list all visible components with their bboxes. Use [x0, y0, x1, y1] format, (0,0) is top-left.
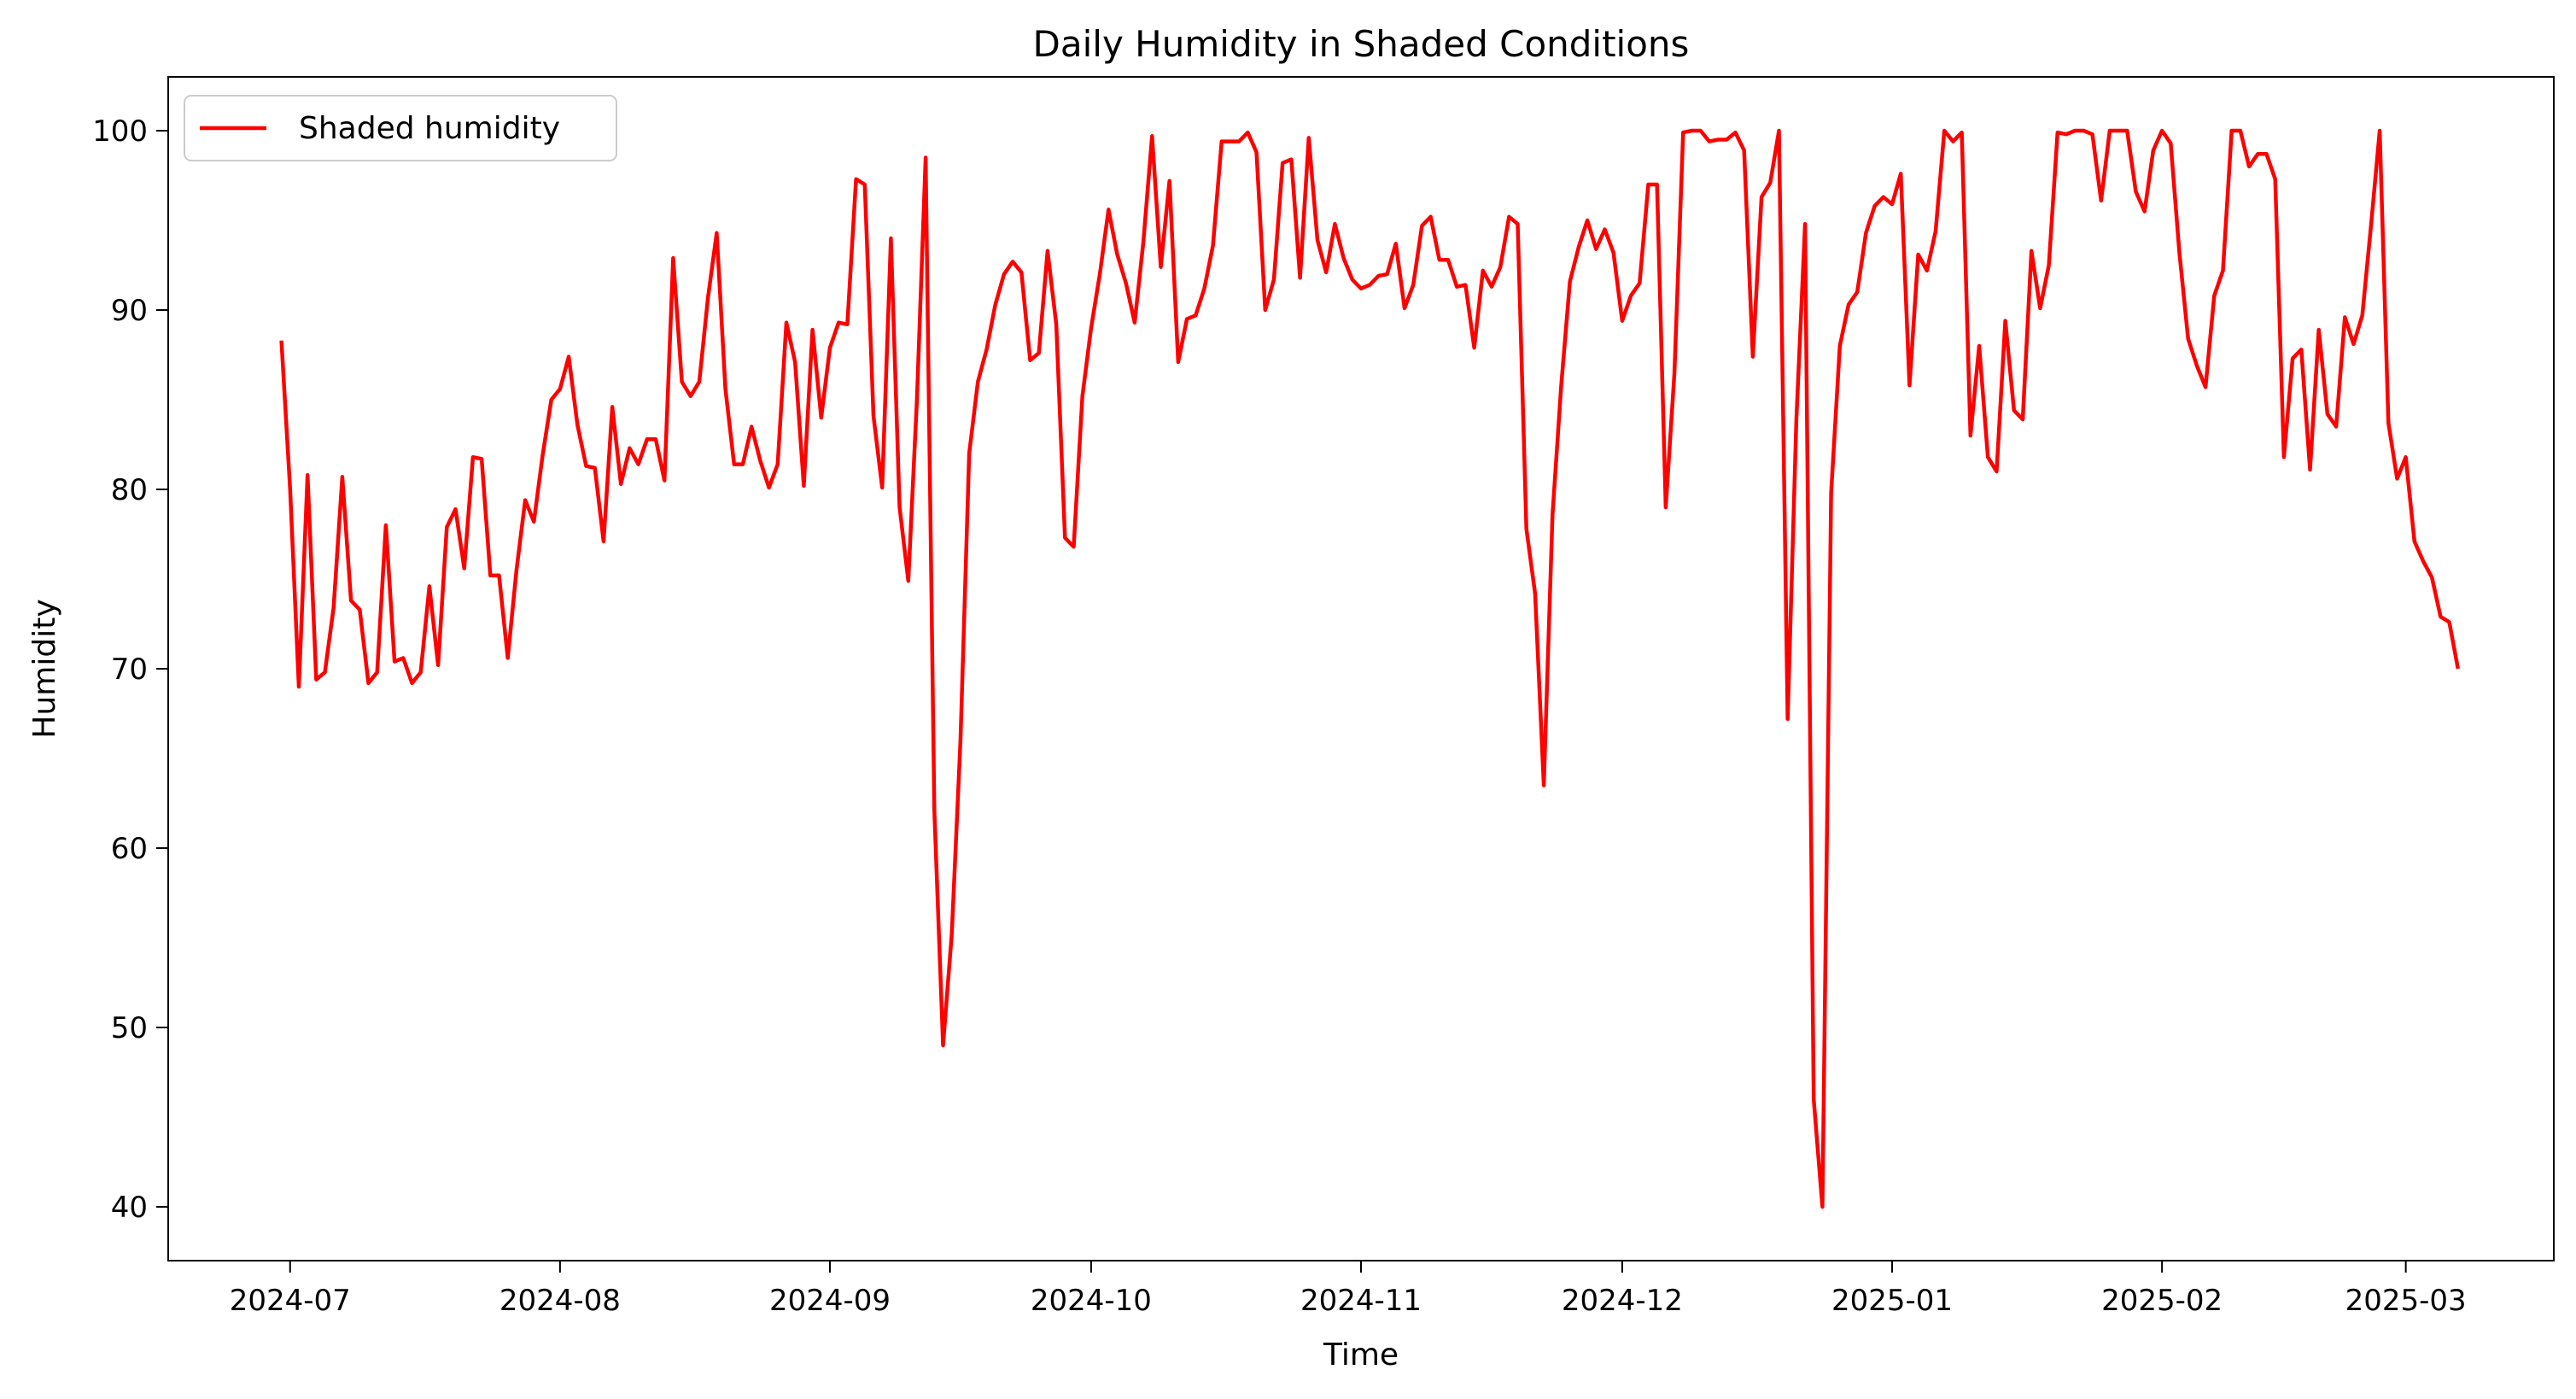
x-tick-label: 2024-08 — [499, 1284, 621, 1318]
x-tick-label: 2025-01 — [1831, 1284, 1953, 1318]
plot-area — [279, 128, 2461, 1209]
y-tick-label: 50 — [111, 1011, 148, 1045]
x-tick-label: 2024-09 — [769, 1284, 891, 1318]
y-tick-label: 60 — [111, 832, 148, 866]
legend: Shaded humidity — [184, 95, 617, 161]
x-tick-label: 2024-10 — [1031, 1284, 1152, 1318]
x-axis-ticks: 2024-07 2024-08 2024-09 2024-10 2024-11 2024-… — [230, 1261, 2467, 1318]
y-tick-label: 80 — [111, 473, 148, 507]
x-tick-label: 2025-02 — [2101, 1284, 2223, 1318]
y-tick-label: 70 — [111, 653, 148, 687]
chart-title: Daily Humidity in Shaded Conditions — [1033, 23, 1690, 65]
series-line-shaded-humidity — [279, 128, 2461, 1209]
y-axis-ticks: 40 50 60 70 80 90 100 — [92, 114, 168, 1225]
y-tick-label: 100 — [92, 114, 148, 149]
x-tick-label: 2025-03 — [2345, 1284, 2467, 1318]
x-tick-label: 2024-11 — [1300, 1284, 1422, 1318]
legend-label-shaded-humidity: Shaded humidity — [299, 111, 560, 146]
x-tick-label: 2024-07 — [230, 1284, 351, 1318]
legend-box — [184, 95, 617, 161]
y-axis-label: Humidity — [27, 599, 62, 738]
y-tick-label: 40 — [111, 1191, 148, 1225]
x-axis-label: Time — [1323, 1338, 1399, 1373]
y-tick-label: 90 — [111, 294, 148, 328]
x-tick-label: 2024-12 — [1562, 1284, 1683, 1318]
